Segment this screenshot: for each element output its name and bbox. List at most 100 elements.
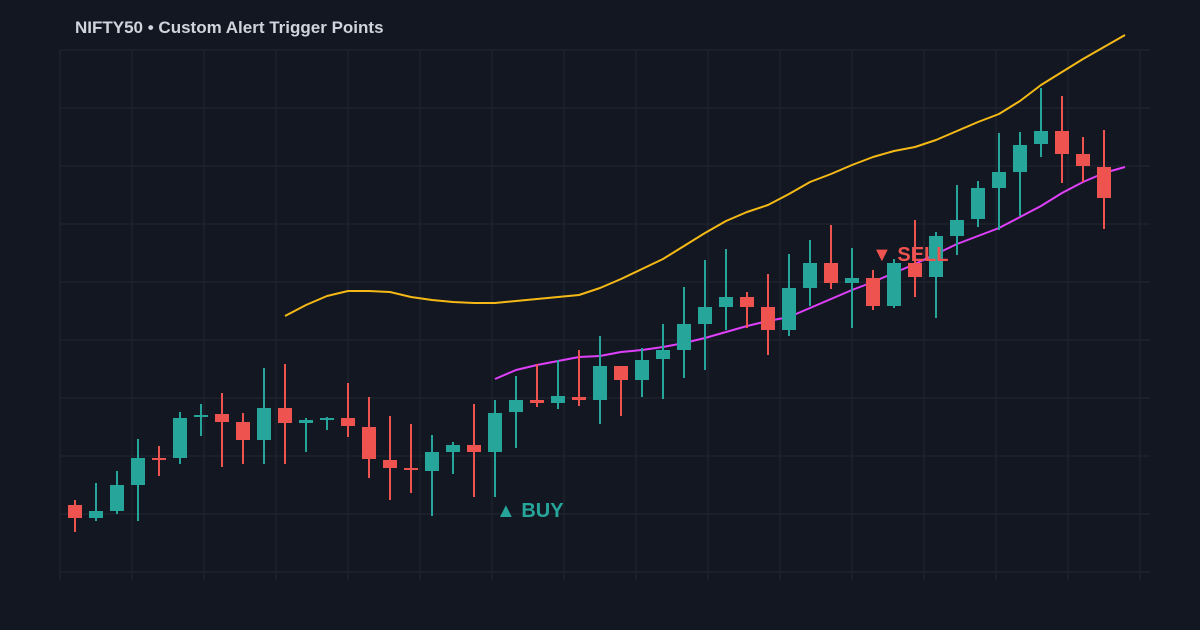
candle-body: [572, 397, 586, 400]
candle-up: [320, 417, 334, 430]
candle-body: [215, 414, 229, 422]
candle-up: [593, 336, 607, 424]
candle-down: [1076, 137, 1090, 182]
candle-body: [530, 400, 544, 403]
candle-up: [719, 249, 733, 330]
candle-up: [656, 324, 670, 399]
candle-down: [1097, 130, 1111, 229]
candle-body: [698, 307, 712, 324]
candle-up: [1013, 132, 1027, 216]
candle-body: [656, 350, 670, 359]
candle-body: [908, 263, 922, 277]
candle-up: [992, 133, 1006, 230]
candle-body: [992, 172, 1006, 188]
candle-up: [971, 181, 985, 227]
candle-body: [509, 400, 523, 412]
candle-up: [488, 400, 502, 497]
candle-down: [341, 383, 355, 437]
candle-body: [1097, 167, 1111, 198]
candle-down: [866, 270, 880, 310]
candles-group: [68, 88, 1111, 532]
candle-body: [152, 458, 166, 460]
candle-down: [530, 364, 544, 407]
candle-body: [614, 366, 628, 380]
candle-body: [1076, 154, 1090, 166]
candle-up: [89, 483, 103, 521]
candle-up: [509, 376, 523, 448]
ma-polyline: [284, 34, 1126, 317]
candle-body: [257, 408, 271, 440]
candle-body: [740, 297, 754, 307]
candle-up: [845, 248, 859, 328]
candle-down: [740, 292, 754, 328]
candle-body: [635, 360, 649, 380]
candle-up: [446, 442, 460, 474]
candle-body: [803, 263, 817, 288]
candle-down: [404, 424, 418, 493]
candle-body: [866, 278, 880, 306]
candle-up: [1034, 88, 1048, 157]
candle-body: [110, 485, 124, 511]
candle-up: [950, 185, 964, 255]
candle-body: [1034, 131, 1048, 144]
buy-marker-label: ▲ BUY: [496, 500, 564, 522]
candle-down: [215, 393, 229, 467]
candle-down: [824, 225, 838, 289]
candle-down: [383, 416, 397, 500]
candle-up: [551, 360, 565, 409]
candle-down: [761, 274, 775, 355]
candle-down: [68, 500, 82, 532]
candle-down: [236, 413, 250, 464]
candle-body: [845, 278, 859, 283]
candle-down: [908, 220, 922, 297]
candle-body: [383, 460, 397, 468]
candle-down: [1055, 96, 1069, 183]
candle-body: [68, 505, 82, 518]
candle-down: [572, 350, 586, 406]
candle-body: [173, 418, 187, 458]
candle-body: [887, 263, 901, 306]
candle-up: [194, 404, 208, 436]
candle-body: [761, 307, 775, 330]
candle-up: [110, 471, 124, 514]
candle-body: [404, 468, 418, 470]
candle-down: [467, 404, 481, 497]
candle-body: [677, 324, 691, 350]
candle-body: [719, 297, 733, 307]
chart-title: NIFTY50 • Custom Alert Trigger Points: [75, 18, 384, 37]
candle-up: [299, 418, 313, 452]
candle-body: [89, 511, 103, 518]
candle-up: [929, 232, 943, 318]
candle-body: [131, 458, 145, 485]
candle-body: [971, 188, 985, 219]
candle-up: [677, 287, 691, 378]
candle-down: [278, 364, 292, 464]
candle-up: [257, 368, 271, 464]
slow-moving-average-line: [284, 34, 1126, 317]
candle-up: [698, 260, 712, 370]
candle-body: [236, 422, 250, 440]
candle-body: [467, 445, 481, 452]
candle-up: [803, 240, 817, 306]
candle-body: [446, 445, 460, 452]
candle-body: [194, 415, 208, 417]
candle-up: [887, 259, 901, 308]
candle-body: [362, 427, 376, 459]
candle-body: [593, 366, 607, 400]
candle-body: [488, 413, 502, 452]
candle-body: [929, 236, 943, 277]
candle-down: [614, 366, 628, 416]
candle-down: [152, 446, 166, 476]
candle-body: [278, 408, 292, 423]
candle-body: [1055, 131, 1069, 154]
candle-body: [341, 418, 355, 426]
candle-up: [173, 412, 187, 464]
candle-down: [362, 397, 376, 478]
chart-grid: [59, 49, 1150, 580]
alert-markers: ▲ BUY ▼ SELL: [496, 244, 948, 522]
candle-body: [950, 220, 964, 236]
candle-up: [635, 348, 649, 397]
candle-body: [299, 420, 313, 423]
candle-body: [425, 452, 439, 471]
